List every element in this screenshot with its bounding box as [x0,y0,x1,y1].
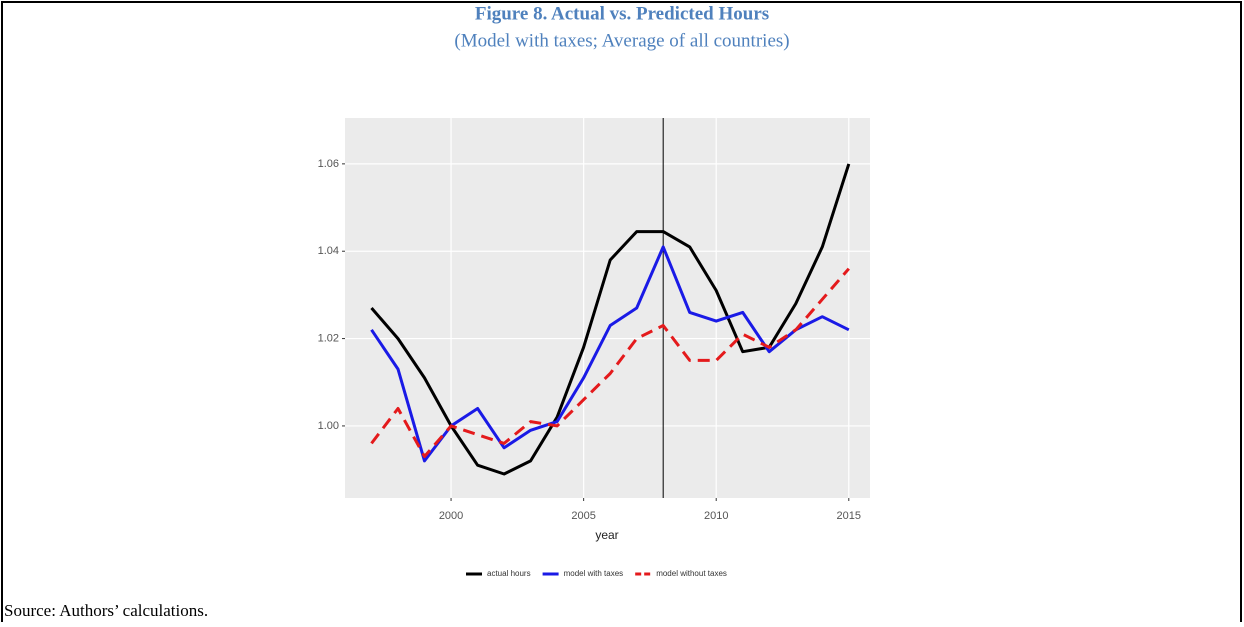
x-axis-label: year [595,528,618,542]
y-tick-label: 1.02 [318,332,339,344]
chart-subtitle: (Model with taxes; Average of all countr… [454,30,789,51]
plot-panel [345,118,870,498]
series-line [370,267,850,458]
x-tick-label: 2000 [439,510,463,522]
legend-label: actual hours [487,569,531,578]
y-tick-label: 1.00 [318,420,339,432]
legend-label: model without taxes [656,569,727,578]
x-tick-label: 2015 [837,510,861,522]
legend-label: model with taxes [564,569,624,578]
source-note: Source: Authors’ calculations. [4,601,208,620]
y-tick-label: 1.06 [318,158,339,170]
chart-title: Figure 8. Actual vs. Predicted Hours [475,3,769,24]
x-tick-label: 2005 [571,510,595,522]
x-tick-label: 2010 [704,510,728,522]
y-tick-label: 1.04 [318,245,339,257]
